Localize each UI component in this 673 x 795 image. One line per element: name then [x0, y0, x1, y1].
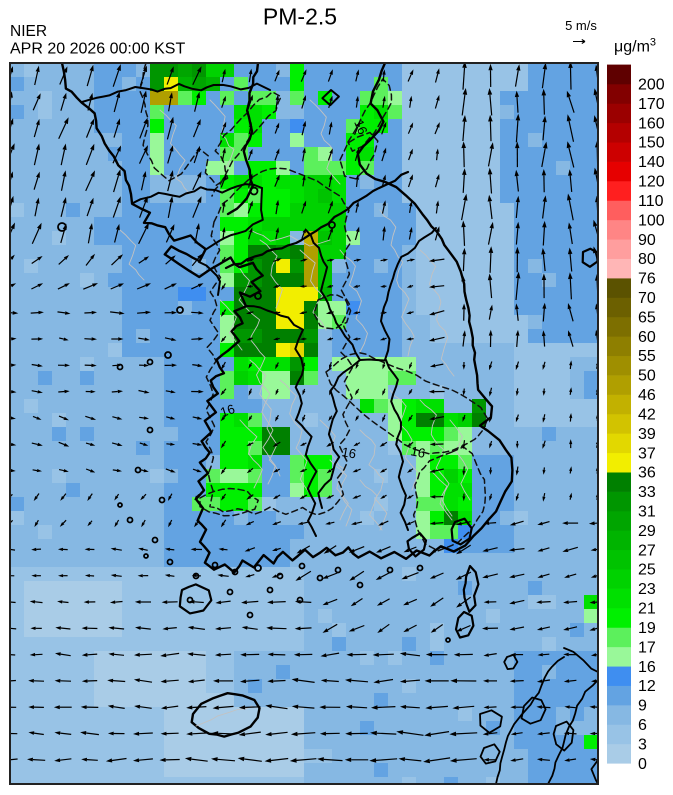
- svg-text:110: 110: [638, 193, 664, 210]
- svg-text:200: 200: [638, 77, 665, 94]
- svg-text:5 m/s: 5 m/s: [565, 18, 597, 33]
- svg-text:170: 170: [638, 96, 665, 113]
- svg-text:120: 120: [638, 174, 665, 191]
- svg-text:21: 21: [638, 601, 656, 618]
- svg-text:36: 36: [638, 465, 656, 482]
- svg-text:140: 140: [638, 154, 665, 171]
- svg-text:3: 3: [638, 736, 647, 753]
- svg-text:27: 27: [638, 542, 656, 559]
- svg-text:25: 25: [638, 562, 656, 579]
- svg-text:50: 50: [638, 368, 656, 385]
- svg-text:μg/m3: μg/m3: [614, 37, 656, 56]
- svg-text:16: 16: [218, 401, 236, 420]
- svg-text:16: 16: [409, 443, 426, 461]
- svg-text:76: 76: [638, 271, 656, 288]
- svg-text:29: 29: [638, 523, 656, 540]
- svg-text:80: 80: [638, 251, 656, 268]
- svg-text:19: 19: [638, 620, 656, 637]
- svg-text:APR 20 2026 00:00 KST: APR 20 2026 00:00 KST: [10, 41, 185, 58]
- svg-text:16: 16: [638, 659, 656, 676]
- svg-text:65: 65: [638, 309, 656, 326]
- svg-text:0: 0: [638, 756, 647, 773]
- svg-text:6: 6: [638, 717, 647, 734]
- svg-text:9: 9: [638, 698, 647, 715]
- svg-text:60: 60: [638, 329, 656, 346]
- svg-text:17: 17: [638, 639, 656, 656]
- svg-text:37: 37: [638, 445, 656, 462]
- svg-text:33: 33: [638, 484, 656, 501]
- svg-text:42: 42: [638, 406, 656, 423]
- svg-text:23: 23: [638, 581, 656, 598]
- svg-text:31: 31: [638, 504, 656, 521]
- svg-text:55: 55: [638, 348, 656, 365]
- svg-text:160: 160: [638, 115, 665, 132]
- svg-text:90: 90: [638, 232, 656, 249]
- svg-text:150: 150: [638, 135, 665, 152]
- svg-text:PM-2.5: PM-2.5: [263, 4, 337, 30]
- svg-text:12: 12: [638, 678, 656, 695]
- svg-text:16: 16: [340, 444, 357, 461]
- svg-text:46: 46: [638, 387, 656, 404]
- svg-text:39: 39: [638, 426, 656, 443]
- svg-text:100: 100: [638, 212, 665, 229]
- svg-text:70: 70: [638, 290, 656, 307]
- svg-text:NIER: NIER: [10, 23, 47, 40]
